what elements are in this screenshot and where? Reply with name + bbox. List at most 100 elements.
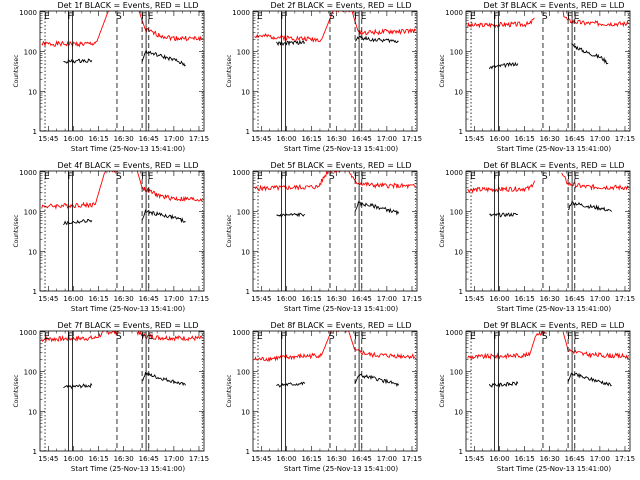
x-tick-label: 16:00 bbox=[489, 295, 509, 303]
y-tick-label: 1 bbox=[459, 288, 463, 296]
x-tick-label: 15:45 bbox=[464, 295, 484, 303]
x-tick-label: 16:45 bbox=[565, 295, 585, 303]
series-1-segment-1 bbox=[41, 40, 93, 48]
marker-label: E bbox=[361, 12, 367, 22]
y-tick-label: 100 bbox=[237, 369, 250, 377]
marker-label: E bbox=[361, 172, 367, 182]
series-1-segment-2 bbox=[136, 171, 203, 203]
y-tick-label: 100 bbox=[24, 369, 37, 377]
marker-label: F bbox=[567, 12, 572, 22]
panel-3: Det 3f BLACK = Events, RED = LLD 1 10 100 10… bbox=[439, 1, 635, 153]
marker-label: F bbox=[280, 172, 285, 182]
marker-label: E bbox=[574, 172, 580, 182]
y-tick-label: 10 bbox=[454, 248, 463, 256]
y-tick-label: 1 bbox=[459, 128, 463, 136]
y-tick-label: 1000 bbox=[232, 329, 250, 337]
series-2-segment-1 bbox=[276, 39, 306, 47]
marker-label: S bbox=[542, 12, 548, 22]
plot-frame bbox=[465, 330, 631, 452]
x-tick-label: 15:45 bbox=[38, 135, 58, 143]
x-tick-label: 17:00 bbox=[164, 135, 184, 143]
marker-label: F bbox=[67, 332, 72, 342]
marker-label: F bbox=[354, 332, 359, 342]
x-tick-label: 16:00 bbox=[63, 135, 83, 143]
y-tick-label: 1 bbox=[33, 288, 37, 296]
y-axis-label: Counts/sec bbox=[439, 54, 446, 87]
marker-label: F bbox=[493, 12, 498, 22]
x-tick-label: 16:30 bbox=[540, 135, 560, 143]
marker-label: F bbox=[493, 172, 498, 182]
marker-label: E bbox=[148, 172, 154, 182]
y-tick-label: 1000 bbox=[445, 329, 463, 337]
series-1-segment-1 bbox=[467, 331, 546, 361]
series-2-segment-1 bbox=[63, 382, 93, 390]
x-tick-label: 16:00 bbox=[489, 135, 509, 143]
plot-area bbox=[467, 173, 629, 218]
series-1-segment-1 bbox=[254, 171, 349, 192]
panel-title: Det 6f BLACK = Events, RED = LLD bbox=[483, 161, 624, 170]
x-tick-label: 15:45 bbox=[251, 135, 271, 143]
y-tick-label: 1 bbox=[246, 128, 250, 136]
plot-area bbox=[41, 171, 203, 226]
y-axis-label: Counts/sec bbox=[226, 54, 233, 87]
series-2-segment-1 bbox=[63, 218, 93, 226]
y-tick-label: 1 bbox=[33, 128, 37, 136]
plot-frame bbox=[465, 170, 631, 292]
series-1-segment-2 bbox=[136, 331, 203, 342]
y-axis-label: Counts/sec bbox=[226, 374, 233, 407]
series-2-segment-2 bbox=[567, 200, 612, 212]
x-axis-label: Start Time (25-Nov-13 15:41:00) bbox=[284, 305, 398, 313]
x-tick-label: 16:30 bbox=[327, 295, 347, 303]
y-axis-label: Counts/sec bbox=[13, 214, 20, 247]
series-2-segment-1 bbox=[276, 381, 306, 388]
x-axis-label: Start Time (25-Nov-13 15:41:00) bbox=[71, 305, 185, 313]
marker-label: E bbox=[257, 172, 263, 182]
x-tick-label: 16:30 bbox=[114, 295, 134, 303]
marker-label: S bbox=[542, 332, 548, 342]
plot-area bbox=[41, 11, 203, 67]
x-tick-label: 16:45 bbox=[352, 135, 372, 143]
x-tick-label: 17:00 bbox=[377, 135, 397, 143]
x-axis-label: Start Time (25-Nov-13 15:41:00) bbox=[497, 465, 611, 473]
x-tick-label: 17:15 bbox=[615, 455, 635, 463]
y-tick-label: 100 bbox=[237, 209, 250, 217]
y-tick-label: 100 bbox=[450, 209, 463, 217]
x-tick-label: 16:15 bbox=[514, 295, 534, 303]
series-2-segment-1 bbox=[489, 212, 518, 218]
x-tick-label: 16:00 bbox=[276, 295, 296, 303]
series-2-segment-1 bbox=[63, 58, 93, 64]
plot-frame bbox=[252, 10, 418, 132]
marker-label: F bbox=[141, 332, 146, 342]
x-tick-label: 15:45 bbox=[464, 135, 484, 143]
series-2-segment-1 bbox=[488, 380, 519, 388]
y-tick-label: 100 bbox=[450, 369, 463, 377]
plot-area bbox=[254, 331, 416, 388]
x-tick-label: 15:45 bbox=[251, 295, 271, 303]
x-axis-label: Start Time (25-Nov-13 15:41:00) bbox=[497, 145, 611, 153]
x-tick-label: 16:30 bbox=[327, 135, 347, 143]
x-tick-label: 16:15 bbox=[514, 455, 534, 463]
x-tick-label: 16:30 bbox=[540, 295, 560, 303]
marker-label: S bbox=[116, 332, 122, 342]
y-axis-label: Counts/sec bbox=[439, 214, 446, 247]
x-tick-label: 16:15 bbox=[88, 295, 108, 303]
panel-title: Det 8f BLACK = Events, RED = LLD bbox=[270, 321, 411, 330]
plot-area bbox=[467, 331, 629, 388]
y-tick-label: 10 bbox=[241, 88, 250, 96]
y-tick-label: 1000 bbox=[232, 9, 250, 17]
x-tick-label: 16:15 bbox=[88, 455, 108, 463]
marker-label: E bbox=[44, 12, 50, 22]
y-tick-label: 10 bbox=[28, 408, 37, 416]
series-1-segment-2 bbox=[562, 11, 629, 28]
plot-frame bbox=[252, 170, 418, 292]
series-1-segment-1 bbox=[254, 331, 347, 363]
marker-label: E bbox=[470, 332, 476, 342]
y-tick-label: 1 bbox=[246, 288, 250, 296]
panel-1: Det 1f BLACK = Events, RED = LLD 1 10 100 10… bbox=[13, 1, 209, 153]
series-1-segment-2 bbox=[561, 173, 629, 191]
y-axis-label: Counts/sec bbox=[13, 54, 20, 87]
series-1-segment-1 bbox=[467, 17, 535, 29]
y-tick-label: 10 bbox=[241, 248, 250, 256]
x-tick-label: 17:15 bbox=[615, 135, 635, 143]
x-tick-label: 16:00 bbox=[276, 455, 296, 463]
